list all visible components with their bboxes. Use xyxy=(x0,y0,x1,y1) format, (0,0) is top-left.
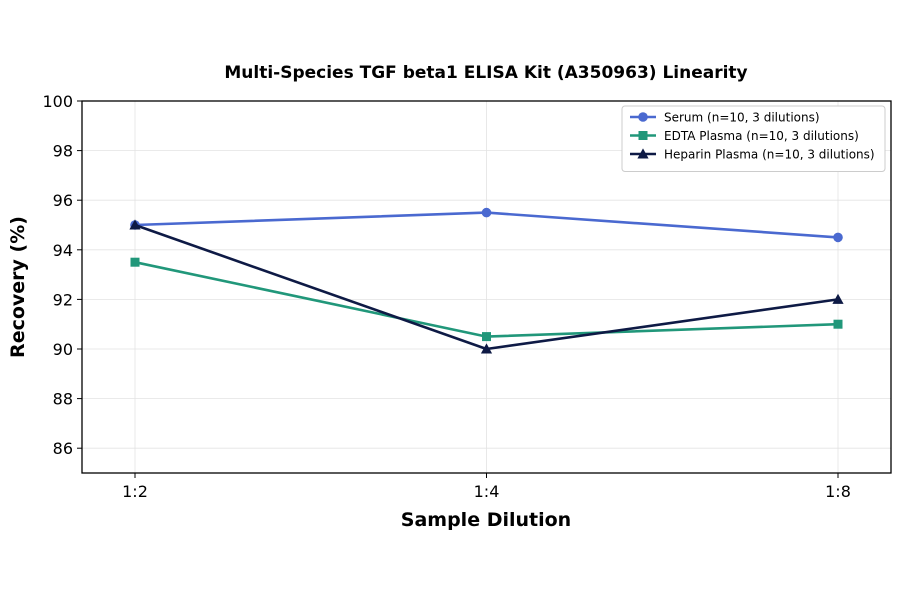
data-point xyxy=(129,219,141,230)
y-tick-label: 94 xyxy=(53,241,73,260)
x-axis-label: Sample Dilution xyxy=(401,509,571,531)
data-point xyxy=(833,319,843,329)
legend-marker xyxy=(638,131,648,140)
legend-item: Serum (n=10, 3 dilutions) xyxy=(630,111,820,125)
y-tick-label: 100 xyxy=(42,92,73,111)
legend-marker xyxy=(638,112,648,122)
data-point xyxy=(480,343,493,354)
legend-box xyxy=(621,105,886,172)
legend-item: Heparin Plasma (n=10, 3 dilutions) xyxy=(630,148,875,162)
data-point xyxy=(833,232,843,243)
x-tick-label: 1:4 xyxy=(474,482,500,501)
y-tick-label: 92 xyxy=(53,290,73,309)
legend: Serum (n=10, 3 dilutions) EDTA Plasma (n=… xyxy=(621,105,886,172)
axis-ticks: 86 88 90 92 94 96 98 100 1:2 1:4 1:8 xyxy=(42,92,850,501)
data-point xyxy=(130,257,140,267)
y-tick-label: 98 xyxy=(53,142,73,161)
series-2 xyxy=(130,257,843,342)
chart-title: Multi-Species TGF beta1 ELISA Kit (A3509… xyxy=(224,63,747,83)
legend-label: EDTA Plasma (n=10, 3 dilutions) xyxy=(664,129,859,143)
y-axis-label: Recovery (%) xyxy=(7,216,29,358)
y-tick-label: 86 xyxy=(53,439,73,458)
data-point xyxy=(481,207,492,218)
y-tick-label: 88 xyxy=(53,390,73,409)
legend-marker xyxy=(637,148,649,159)
y-tick-label: 96 xyxy=(53,191,73,210)
data-point xyxy=(832,293,844,304)
legend-label: Heparin Plasma (n=10, 3 dilutions) xyxy=(664,148,875,162)
legend-label: Serum (n=10, 3 dilutions) xyxy=(664,111,820,125)
x-tick-label: 1:8 xyxy=(825,482,851,501)
x-tick-label: 1:2 xyxy=(122,482,148,501)
y-tick-label: 90 xyxy=(53,340,73,359)
series-layer xyxy=(129,207,844,354)
data-point xyxy=(482,332,491,342)
legend-item: EDTA Plasma (n=10, 3 dilutions) xyxy=(630,129,859,143)
series-3 xyxy=(129,219,844,354)
